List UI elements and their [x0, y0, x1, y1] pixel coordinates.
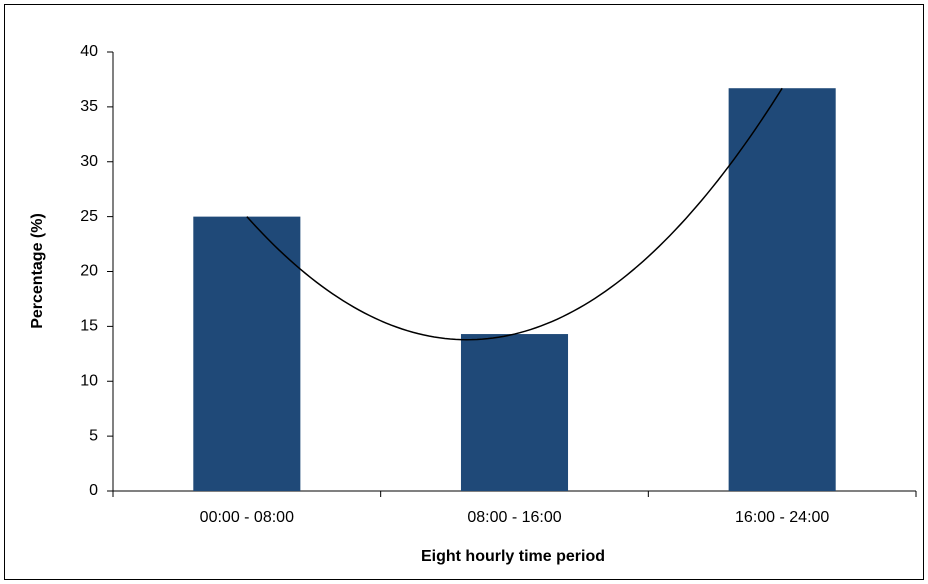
x-tick-label: 08:00 - 16:00	[467, 509, 561, 526]
y-tick-label: 40	[80, 43, 98, 60]
bar	[728, 88, 836, 491]
x-tick-label: 16:00 - 24:00	[735, 509, 829, 526]
x-axis-title: Eight hourly time period	[421, 548, 605, 565]
y-tick-label: 20	[80, 263, 98, 280]
y-axis-title: Percentage (%)	[29, 213, 46, 329]
y-tick-label: 30	[80, 153, 98, 170]
y-tick-label: 0	[89, 482, 98, 499]
y-tick-label: 35	[80, 98, 98, 115]
bar	[193, 216, 301, 491]
y-tick-label: 25	[80, 208, 98, 225]
trendline	[246, 87, 783, 341]
y-tick-label: 10	[80, 372, 98, 389]
bar	[460, 334, 569, 491]
y-tick-label: 15	[80, 318, 98, 335]
y-tick-label: 5	[89, 427, 98, 444]
x-tick-label: 00:00 - 08:00	[200, 509, 294, 526]
